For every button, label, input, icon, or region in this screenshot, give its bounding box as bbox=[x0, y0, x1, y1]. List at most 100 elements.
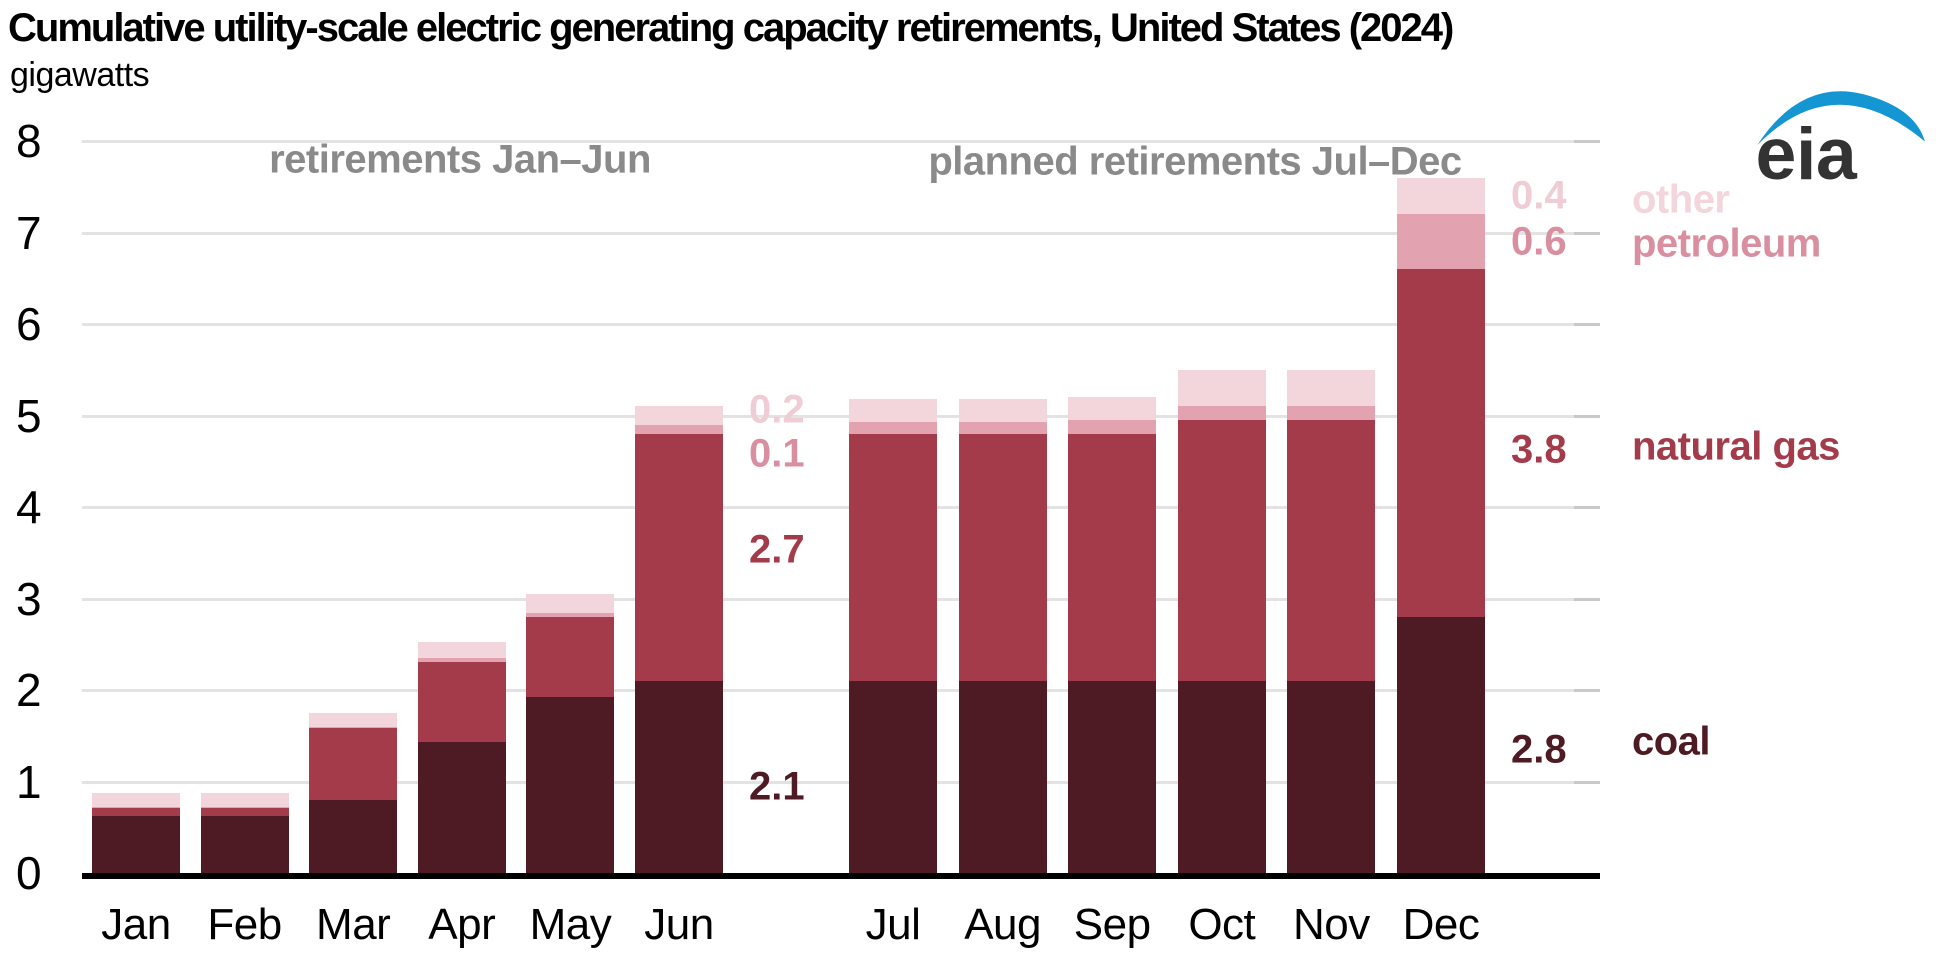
bar-segment-jun-coal bbox=[635, 680, 723, 873]
legend-item-natural-gas: natural gas bbox=[1632, 424, 1840, 469]
gridline-tick-y-3 bbox=[1574, 597, 1600, 601]
eia-logo-text: eia bbox=[1756, 112, 1858, 190]
bar-segment-jan-natural_gas bbox=[92, 808, 180, 817]
value-label-dec-petroleum: 0.6 bbox=[1511, 219, 1567, 264]
bar-segment-nov-natural_gas bbox=[1287, 420, 1376, 681]
bar-segment-sep-coal bbox=[1068, 680, 1157, 873]
bar-segment-jun-other bbox=[635, 406, 723, 425]
gridline-y-5 bbox=[82, 414, 1574, 418]
bar-segment-nov-other bbox=[1287, 369, 1376, 407]
bar-segment-mar-natural_gas bbox=[309, 728, 398, 800]
bar-segment-jun-natural_gas bbox=[635, 433, 723, 681]
gridline-y-6 bbox=[82, 323, 1574, 326]
bar-segment-sep-other bbox=[1068, 397, 1157, 421]
page-title: Cumulative utility-scale electric genera… bbox=[8, 6, 1454, 50]
y-axis-tick-label-1: 1 bbox=[16, 755, 42, 808]
gridline-y-8 bbox=[82, 140, 1574, 143]
bar-segment-feb-natural_gas bbox=[200, 808, 289, 817]
y-axis-tick-label-6: 6 bbox=[16, 298, 42, 350]
bar-segment-may-natural_gas bbox=[526, 616, 615, 698]
y-axis-tick-label-7: 7 bbox=[16, 206, 42, 259]
bar-segment-dec-natural_gas bbox=[1397, 269, 1485, 617]
legend-item-petroleum: petroleum bbox=[1632, 221, 1821, 266]
value-label-dec-coal: 2.8 bbox=[1511, 727, 1567, 772]
bar-segment-dec-other bbox=[1397, 177, 1485, 215]
x-axis-label-jan: Jan bbox=[101, 900, 171, 949]
bar-segment-apr-petroleum bbox=[417, 657, 506, 662]
value-label-dec-natural_gas: 3.8 bbox=[1511, 427, 1567, 472]
bar-segment-sep-natural_gas bbox=[1068, 433, 1157, 681]
y-axis-tick-label-0: 0 bbox=[16, 847, 42, 899]
bar-segment-oct-natural_gas bbox=[1177, 420, 1266, 681]
gridline-y-3 bbox=[82, 597, 1574, 601]
legend-item-coal: coal bbox=[1632, 719, 1711, 764]
gridline-tick-y-7 bbox=[1574, 231, 1600, 235]
bar-segment-aug-other bbox=[958, 399, 1047, 422]
bar-segment-oct-other bbox=[1177, 369, 1266, 407]
bar-segment-feb-coal bbox=[200, 816, 289, 873]
gridline-y-1 bbox=[82, 780, 1574, 784]
y-axis-tick-label-8: 8 bbox=[16, 115, 42, 167]
bar-segment-apr-other bbox=[417, 641, 506, 658]
bar-segment-may-petroleum bbox=[526, 613, 615, 617]
bar-segment-mar-other bbox=[309, 712, 398, 727]
bar-segment-may-other bbox=[526, 593, 615, 614]
bar-segment-dec-coal bbox=[1397, 616, 1485, 873]
bar-segment-oct-coal bbox=[1177, 680, 1266, 873]
bar-segment-nov-coal bbox=[1287, 680, 1376, 873]
y-axis-tick-label-4: 4 bbox=[16, 481, 42, 533]
gridline-y-7 bbox=[82, 231, 1574, 235]
bar-segment-apr-coal bbox=[417, 742, 506, 873]
x-axis-label-jul: Jul bbox=[865, 900, 921, 949]
bar-segment-jul-natural_gas bbox=[849, 433, 937, 681]
legend-item-other: other bbox=[1632, 177, 1730, 222]
bar-segment-jan-petroleum bbox=[92, 807, 180, 809]
bar-segment-aug-natural_gas bbox=[958, 433, 1047, 681]
annotation-retirements-jan-jun: retirements Jan–Jun bbox=[269, 137, 651, 182]
bar-segment-oct-petroleum bbox=[1177, 406, 1266, 421]
bar-segment-apr-natural_gas bbox=[417, 661, 506, 743]
bar-segment-mar-petroleum bbox=[309, 726, 398, 729]
bar-segment-jan-coal bbox=[92, 816, 180, 873]
bar-segment-may-coal bbox=[526, 697, 615, 873]
x-axis-label-aug: Aug bbox=[964, 900, 1041, 949]
y-axis-tick-label-3: 3 bbox=[16, 572, 42, 625]
chart-unit-label: gigawatts bbox=[10, 56, 150, 94]
x-axis-line bbox=[82, 873, 1600, 879]
bar-segment-jul-other bbox=[849, 399, 937, 422]
gridline-tick-y-6 bbox=[1574, 323, 1600, 326]
value-label-jun-petroleum: 0.1 bbox=[749, 431, 805, 476]
gridline-y-2 bbox=[82, 689, 1574, 692]
bar-segment-aug-coal bbox=[958, 680, 1047, 873]
bar-segment-sep-petroleum bbox=[1068, 420, 1157, 434]
y-axis-tick-label-5: 5 bbox=[16, 389, 42, 442]
bar-segment-jun-petroleum bbox=[635, 424, 723, 434]
bar-segment-jul-petroleum bbox=[849, 421, 937, 434]
value-label-jun-coal: 2.1 bbox=[749, 764, 805, 809]
eia-logo-swoosh-icon bbox=[1757, 91, 1925, 146]
value-label-jun-natural_gas: 2.7 bbox=[749, 527, 805, 572]
x-axis-label-apr: Apr bbox=[428, 900, 496, 949]
y-axis-tick-label-2: 2 bbox=[16, 664, 42, 716]
bar-segment-feb-petroleum bbox=[200, 807, 289, 809]
x-axis-label-nov: Nov bbox=[1293, 900, 1370, 949]
gridline-y-4 bbox=[82, 506, 1574, 509]
x-axis-label-feb: Feb bbox=[207, 900, 282, 949]
gridline-tick-y-2 bbox=[1574, 689, 1600, 692]
bar-segment-jan-other bbox=[92, 793, 180, 808]
bar-segment-nov-petroleum bbox=[1287, 406, 1376, 421]
x-axis-label-jun: Jun bbox=[644, 900, 714, 949]
eia-logo: eia bbox=[1756, 91, 1925, 190]
gridline-tick-y-4 bbox=[1574, 506, 1600, 509]
x-axis-label-may: May bbox=[529, 900, 612, 949]
bar-segment-feb-other bbox=[200, 793, 289, 808]
bar-segment-jul-coal bbox=[849, 680, 937, 873]
bar-segment-dec-petroleum bbox=[1397, 214, 1485, 270]
x-axis-label-sep: Sep bbox=[1073, 900, 1151, 949]
gridline-tick-y-1 bbox=[1574, 780, 1600, 784]
x-axis-label-oct: Oct bbox=[1188, 900, 1256, 949]
annotation-planned-retirements-jul-dec: planned retirements Jul–Dec bbox=[928, 139, 1462, 184]
bar-segment-mar-coal bbox=[309, 799, 398, 873]
x-axis-label-dec: Dec bbox=[1402, 900, 1480, 949]
gridline-tick-y-5 bbox=[1574, 414, 1600, 418]
